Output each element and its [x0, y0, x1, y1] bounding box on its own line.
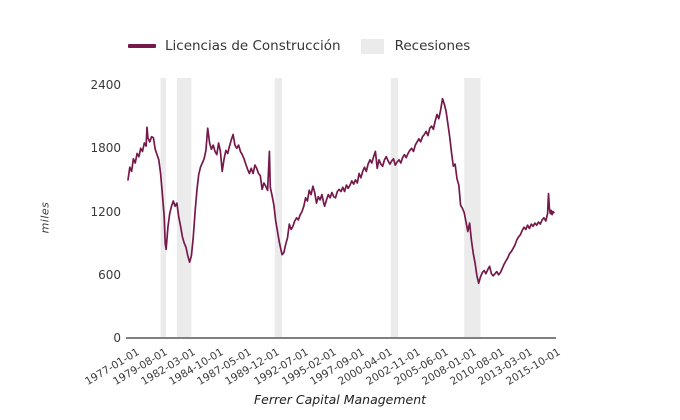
band-swatch-icon [360, 38, 384, 54]
legend-label-recesiones: Recesiones [394, 38, 471, 54]
y-tick-label: 2400 [90, 78, 121, 92]
recession-band [464, 78, 481, 338]
permits-line [127, 97, 555, 285]
chart-footer: Ferrer Capital Management [253, 392, 427, 407]
y-tick-label: 1800 [90, 141, 121, 156]
y-tick-label: 600 [98, 267, 121, 282]
y-tick-label: 0 [113, 331, 121, 345]
y-axis-title: miles [38, 201, 52, 234]
legend: Licencias de Construcción Recesiones [128, 38, 470, 54]
legend-item-recesiones[interactable]: Recesiones [360, 38, 471, 54]
legend-label-licencias: Licencias de Construcción [165, 38, 341, 54]
line-swatch-icon [128, 44, 156, 48]
recession-band [176, 78, 192, 338]
recession-band [390, 78, 398, 338]
recession-band [274, 78, 282, 338]
y-tick-label: 1200 [90, 204, 121, 219]
legend-item-licencias[interactable]: Licencias de Construcción [128, 38, 341, 54]
